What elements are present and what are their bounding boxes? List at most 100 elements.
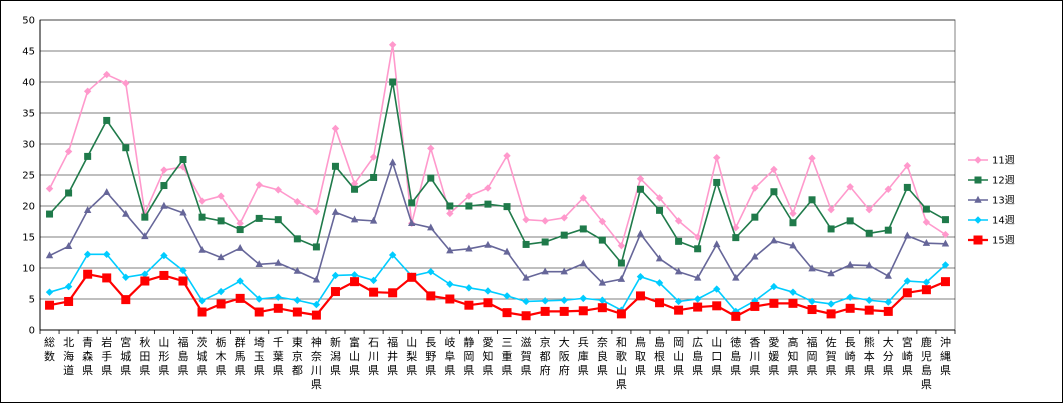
data-point: [541, 217, 549, 225]
data-point: [808, 196, 816, 204]
category-label: 京都府: [540, 335, 551, 377]
category-label: 高知県: [787, 335, 798, 377]
data-point: [351, 185, 359, 193]
data-point: [560, 267, 568, 275]
category-label: 和歌山県: [616, 336, 627, 391]
category-label: 埼玉県: [254, 335, 265, 377]
data-point: [350, 179, 359, 188]
data-point: [483, 298, 493, 308]
data-point: [655, 298, 665, 308]
category-label: 栃木県: [216, 335, 227, 377]
category-label: 茨城県: [197, 335, 208, 377]
data-point: [45, 184, 54, 193]
data-point: [273, 303, 283, 313]
data-point: [388, 158, 397, 166]
data-point: [694, 245, 702, 253]
data-point: [713, 153, 721, 162]
data-point: [312, 275, 321, 283]
category-label: 愛媛県: [768, 336, 779, 377]
category-label: 山口県: [711, 336, 722, 377]
data-point: [559, 306, 569, 316]
data-point: [484, 200, 492, 208]
data-point: [369, 276, 378, 285]
data-point: [617, 241, 626, 250]
data-point: [255, 181, 263, 189]
data-point: [408, 199, 416, 207]
data-point: [827, 269, 835, 277]
data-point: [350, 271, 359, 279]
data-point: [235, 293, 245, 303]
data-point: [845, 303, 855, 313]
data-point: [179, 266, 187, 275]
data-point: [389, 78, 397, 86]
data-point: [369, 287, 379, 297]
data-point: [293, 266, 302, 274]
data-point: [675, 237, 683, 245]
data-point: [255, 260, 263, 267]
data-point: [83, 206, 92, 214]
data-point: [179, 156, 187, 163]
data-point: [216, 299, 226, 309]
data-point: [141, 232, 149, 240]
data-point: [541, 297, 549, 305]
legend-label: 14週: [992, 215, 1015, 227]
data-point: [160, 251, 168, 260]
series-line-group: [45, 158, 950, 286]
data-point: [103, 250, 111, 259]
data-point: [578, 306, 588, 316]
data-point: [236, 277, 244, 285]
data-point: [884, 271, 892, 279]
data-point: [827, 206, 835, 214]
data-point: [255, 295, 263, 303]
data-point: [921, 285, 931, 295]
legend-label: 15週: [992, 235, 1015, 247]
data-point: [731, 311, 741, 321]
data-point: [903, 183, 911, 191]
data-point: [217, 217, 225, 225]
data-point: [103, 116, 111, 124]
category-label: 沖縄県: [940, 336, 951, 377]
data-point: [122, 144, 130, 152]
y-tick-label: 0: [29, 326, 35, 337]
data-point: [713, 285, 721, 293]
series-line-group: [45, 41, 950, 250]
data-point: [922, 218, 931, 226]
data-point: [311, 310, 321, 320]
data-point: [465, 244, 473, 252]
data-point: [635, 291, 645, 301]
data-point: [770, 165, 778, 174]
data-point: [560, 296, 568, 304]
data-point: [788, 298, 798, 308]
data-point: [883, 306, 893, 316]
data-point: [579, 225, 587, 233]
data-point: [274, 258, 282, 266]
y-tick-label: 10: [22, 264, 35, 275]
data-point: [197, 307, 207, 317]
data-point: [540, 306, 550, 316]
data-point: [217, 287, 225, 296]
data-point: [807, 305, 817, 315]
category-label: 長崎県: [845, 336, 856, 377]
data-point: [598, 278, 607, 286]
series-line-group: [45, 250, 950, 316]
category-label: 福岡県: [807, 335, 818, 377]
data-point: [236, 219, 244, 228]
data-point: [865, 261, 873, 269]
data-point: [522, 240, 530, 248]
data-point: [84, 152, 92, 160]
data-point: [407, 272, 417, 282]
y-tick-label: 40: [22, 78, 35, 89]
category-label: 大分県: [883, 335, 894, 377]
category-label: 山梨県: [406, 336, 417, 377]
category-labels: 総数北海道青森県岩手県宮城県秋田県山形県福島県茨城県栃木県群馬県埼玉県千葉県東京…: [44, 335, 951, 391]
data-point: [65, 189, 73, 197]
data-point: [122, 273, 130, 281]
category-label: 富山県: [349, 335, 360, 377]
data-point: [732, 273, 740, 281]
data-point: [484, 240, 492, 248]
series: [45, 41, 950, 321]
data-point: [503, 152, 511, 160]
category-label: 岡山県: [673, 336, 684, 377]
data-point: [331, 271, 340, 280]
data-point: [45, 251, 54, 259]
